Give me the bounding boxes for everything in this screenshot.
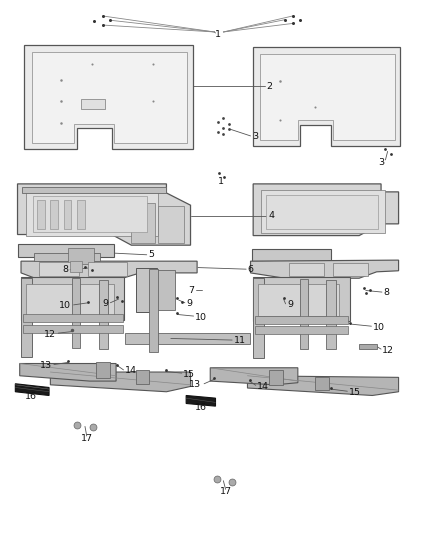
Bar (157, 270, 175, 310)
Text: 1: 1 (218, 177, 224, 185)
Text: 7: 7 (188, 286, 194, 295)
Bar (37, 200, 45, 229)
Bar (33, 196, 147, 232)
Text: 14: 14 (125, 367, 137, 375)
Bar (261, 190, 385, 233)
Polygon shape (20, 364, 116, 381)
Text: 12: 12 (382, 346, 394, 354)
Polygon shape (247, 376, 399, 395)
Bar (26, 284, 114, 316)
Polygon shape (32, 52, 187, 143)
Bar (158, 206, 184, 243)
Text: 13: 13 (39, 361, 52, 370)
Polygon shape (186, 395, 215, 406)
Bar (18, 244, 114, 257)
Bar (23, 325, 123, 333)
Text: 14: 14 (257, 382, 269, 391)
Text: 16: 16 (25, 392, 37, 400)
Text: 9: 9 (287, 301, 293, 309)
Text: 3: 3 (252, 132, 258, 141)
Bar (50, 200, 58, 229)
Bar (255, 326, 348, 334)
Bar (21, 278, 32, 357)
Polygon shape (18, 184, 191, 245)
Text: 8: 8 (383, 288, 389, 296)
Text: 1: 1 (215, 30, 221, 38)
Bar (81, 99, 105, 109)
Text: 8: 8 (62, 265, 68, 274)
Polygon shape (24, 45, 193, 149)
Bar (131, 203, 155, 243)
Bar (23, 314, 123, 322)
Polygon shape (253, 47, 400, 146)
Bar (333, 263, 368, 276)
Bar (300, 279, 308, 349)
Text: 2: 2 (266, 82, 272, 91)
Bar (64, 200, 71, 229)
Text: 6: 6 (247, 265, 254, 273)
Text: 3: 3 (378, 158, 384, 166)
Bar (72, 278, 80, 348)
Bar (136, 268, 157, 312)
Text: 17: 17 (219, 487, 232, 496)
Text: 17: 17 (81, 434, 93, 442)
Bar (289, 263, 324, 276)
Bar (77, 200, 85, 229)
Bar (149, 269, 158, 352)
Text: 9: 9 (186, 300, 192, 308)
Bar (88, 262, 127, 276)
Bar (359, 344, 377, 349)
Polygon shape (253, 184, 399, 236)
Text: 11: 11 (233, 336, 245, 344)
Text: 10: 10 (195, 313, 207, 321)
Bar (26, 190, 158, 236)
Bar (253, 278, 264, 358)
Bar (252, 249, 331, 261)
Bar (68, 248, 94, 264)
Bar (326, 280, 336, 349)
Bar (266, 195, 378, 229)
Bar (253, 277, 350, 321)
Text: 16: 16 (194, 403, 207, 412)
Bar (96, 362, 110, 378)
Text: 9: 9 (102, 300, 109, 308)
Bar (125, 333, 250, 344)
Bar (70, 261, 82, 272)
Text: 10: 10 (60, 302, 71, 310)
Text: 10: 10 (373, 323, 385, 332)
Bar (258, 284, 339, 316)
Bar (269, 370, 283, 385)
Bar (39, 262, 79, 276)
Polygon shape (260, 54, 395, 140)
Bar (34, 253, 100, 261)
Text: 15: 15 (183, 370, 195, 378)
Text: 15: 15 (349, 388, 360, 397)
Text: 4: 4 (268, 212, 274, 220)
Bar (22, 187, 166, 193)
Text: 13: 13 (189, 381, 201, 389)
Bar (99, 280, 108, 349)
Bar (315, 377, 328, 390)
Polygon shape (21, 261, 197, 278)
Text: 5: 5 (148, 251, 154, 259)
Bar (255, 316, 348, 324)
Polygon shape (210, 368, 298, 385)
Polygon shape (15, 384, 49, 395)
Polygon shape (50, 372, 191, 392)
Polygon shape (251, 260, 399, 278)
Bar (21, 277, 124, 320)
Text: 12: 12 (44, 330, 56, 338)
Bar (136, 370, 149, 384)
